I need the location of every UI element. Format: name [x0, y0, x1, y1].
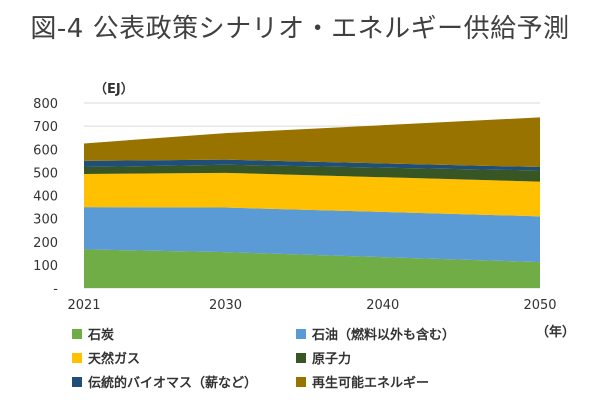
y-axis-unit-label: （EJ）: [94, 82, 134, 97]
x-tick-label: 2021: [67, 298, 100, 313]
page-title: 図-4 公表政策シナリオ・エネルギー供給予測: [30, 14, 570, 44]
y-tick-label: 300: [33, 213, 58, 228]
x-axis-year-label: （年）: [536, 325, 576, 340]
y-tick-label: 600: [33, 143, 58, 158]
x-tick-label: 2030: [209, 298, 242, 313]
area-series-4: [84, 159, 540, 171]
area-series-2: [84, 172, 540, 217]
y-tick-label: 500: [33, 166, 58, 181]
x-tick-label: 2040: [366, 298, 399, 313]
area-series-5: [84, 117, 540, 168]
y-tick-label: 400: [33, 190, 58, 205]
y-tick-label: 100: [33, 259, 58, 274]
y-tick-label: -: [53, 282, 58, 297]
area-series-1: [84, 207, 540, 263]
y-tick-label: 700: [33, 120, 58, 135]
y-tick-label: 800: [33, 97, 58, 112]
area-series-3: [84, 164, 540, 182]
x-tick-label: 2050: [523, 298, 556, 313]
area-series-0: [84, 249, 540, 288]
y-tick-label: 200: [33, 236, 58, 251]
